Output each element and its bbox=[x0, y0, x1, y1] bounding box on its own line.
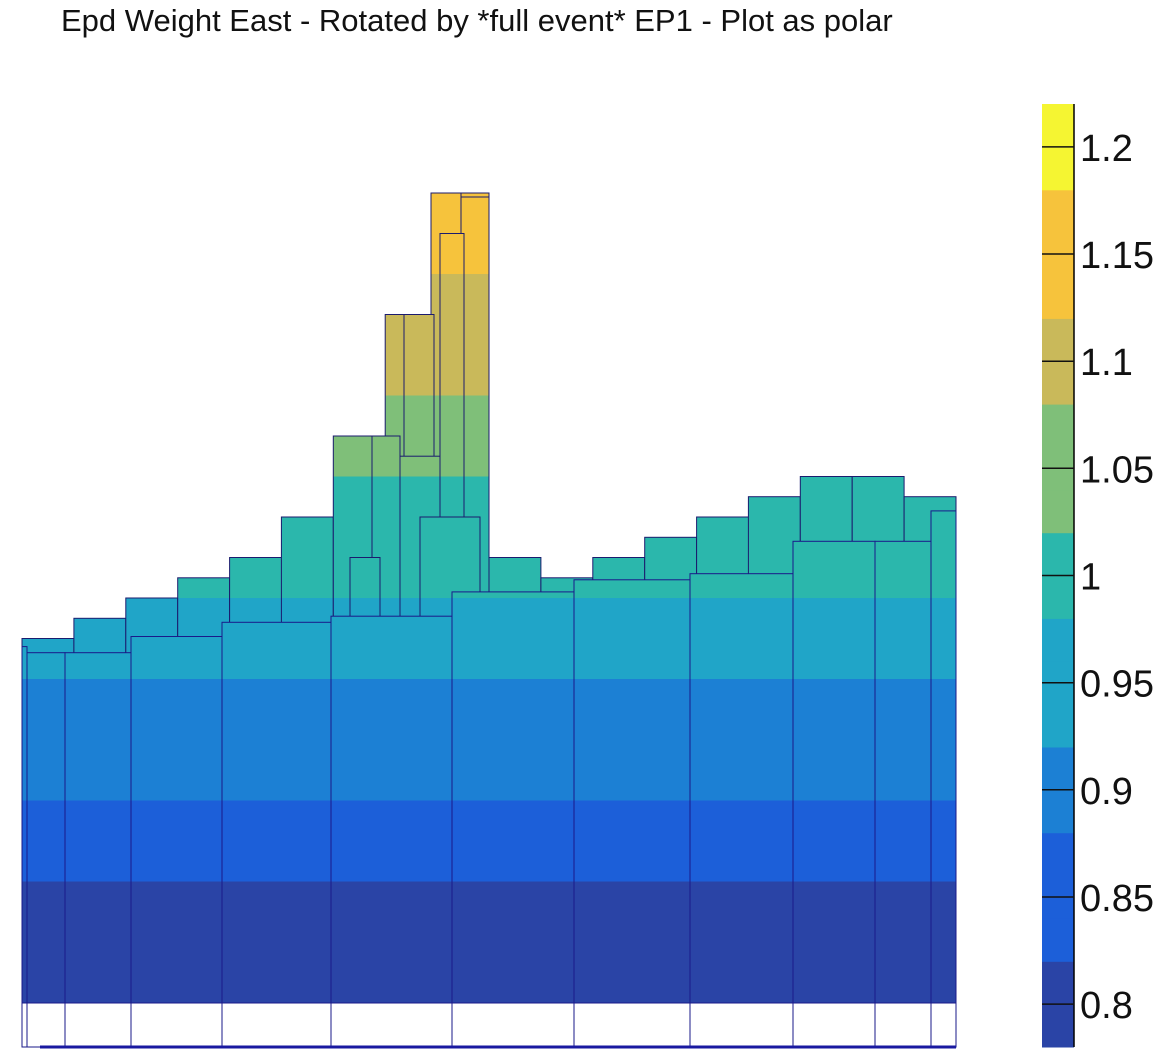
palette-band bbox=[1042, 104, 1074, 148]
front-bar bbox=[26, 652, 66, 1004]
palette-band bbox=[1042, 318, 1074, 362]
lego-bars bbox=[21, 192, 957, 1049]
front-bar-base bbox=[64, 1002, 132, 1048]
palette-band bbox=[1042, 275, 1074, 319]
front-bar-base bbox=[573, 1002, 691, 1048]
front-bar bbox=[930, 510, 957, 1004]
palette-tick-label: 1.1 bbox=[1080, 342, 1133, 384]
palette-band bbox=[1042, 789, 1074, 834]
front-bar-base bbox=[130, 1002, 223, 1048]
palette-band bbox=[1042, 832, 1074, 877]
front-bar-base bbox=[689, 1002, 794, 1048]
palette-tick-label: 1.2 bbox=[1080, 128, 1133, 170]
front-bar bbox=[330, 615, 453, 1004]
chart-title: Epd Weight East - Rotated by *full event… bbox=[61, 3, 893, 38]
front-bar-base bbox=[874, 1002, 932, 1048]
palette-band bbox=[1042, 918, 1074, 962]
front-bar-base bbox=[792, 1002, 876, 1048]
palette-band bbox=[1042, 575, 1074, 619]
palette-band bbox=[1042, 361, 1074, 405]
front-bar bbox=[130, 636, 223, 1004]
palette-band bbox=[1042, 747, 1074, 791]
palette-tick-label: 0.8 bbox=[1080, 985, 1133, 1027]
front-bar bbox=[874, 540, 932, 1004]
front-bar-base bbox=[451, 1002, 575, 1048]
front-bar-base bbox=[330, 1002, 453, 1048]
front-bar-base bbox=[26, 1002, 66, 1048]
palette-tick-label: 0.9 bbox=[1080, 771, 1133, 813]
front-bar bbox=[21, 646, 28, 1004]
palette-band bbox=[1042, 404, 1074, 448]
palette-band bbox=[1042, 961, 1074, 1005]
front-bar bbox=[792, 540, 876, 1004]
color-palette: 0.8 0.85 0.9 0.95 1 1.05 1.1 1.15 1.2 bbox=[1042, 104, 1154, 1048]
front-bar bbox=[689, 573, 794, 1004]
palette-tick-label: 0.85 bbox=[1080, 878, 1154, 920]
palette-band bbox=[1042, 189, 1074, 234]
palette-tick-label: 0.95 bbox=[1080, 664, 1154, 706]
palette-band bbox=[1042, 618, 1074, 662]
front-bar bbox=[64, 652, 132, 1004]
front-bar-base bbox=[221, 1002, 332, 1048]
front-bar-base bbox=[930, 1002, 957, 1048]
palette-band bbox=[1042, 704, 1074, 748]
front-bar-base bbox=[21, 1002, 28, 1048]
front-bar bbox=[573, 579, 691, 1004]
palette-band bbox=[1042, 532, 1074, 576]
front-bar bbox=[221, 621, 332, 1004]
palette-band bbox=[1042, 146, 1074, 191]
palette-band bbox=[1042, 1004, 1074, 1048]
palette-band bbox=[1042, 489, 1074, 534]
front-bar bbox=[451, 591, 575, 1004]
palette-tick-label: 1 bbox=[1080, 557, 1101, 599]
palette-tick-label: 1.15 bbox=[1080, 235, 1154, 277]
palette-tick-label: 1.05 bbox=[1080, 449, 1154, 491]
